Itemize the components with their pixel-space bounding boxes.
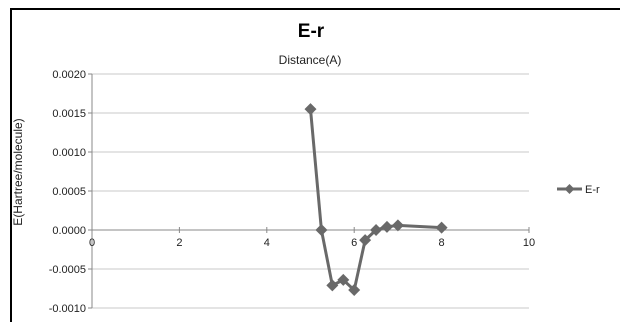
legend-label: E-r (585, 184, 600, 196)
y-tick-label: 0.0000 (52, 225, 86, 237)
data-point (359, 234, 372, 247)
data-point (304, 103, 317, 116)
x-axis-title: Distance(A) (279, 53, 342, 67)
data-point (337, 273, 350, 286)
data-point (435, 221, 448, 234)
axes: 0.0020 0.0015 0.0010 0.0005 0.0000 -0.0005 -0.… (49, 69, 535, 315)
series-line (309, 108, 442, 292)
x-tick-label: 0 (89, 237, 95, 249)
x-tick-label: 6 (351, 237, 357, 249)
data-point (326, 279, 339, 292)
data-point (380, 220, 393, 233)
chart-title: E-r (298, 21, 325, 42)
data-point (391, 219, 404, 232)
y-tick-label: 0.0005 (52, 186, 86, 198)
y-axis-title: E(Hartree/molecule) (11, 118, 25, 225)
series-layer (304, 103, 448, 297)
y-tick-label: 0.0020 (52, 69, 86, 81)
y-tick-label: 0.0010 (52, 147, 86, 159)
x-tick-label: 8 (439, 237, 445, 249)
y-tick-label: -0.0010 (49, 303, 86, 315)
y-tick-label: 0.0015 (52, 108, 86, 120)
data-point (315, 224, 328, 236)
legend-marker (564, 184, 575, 194)
labels: E-r Distance(A) E(Hartree/molecule) (11, 21, 341, 226)
data-point (348, 284, 361, 297)
chart-border (10, 8, 620, 322)
x-tick-label: 10 (523, 237, 535, 249)
x-tick-label: 2 (176, 237, 182, 249)
legend: E-r (557, 184, 600, 196)
y-tick-label: -0.0005 (49, 264, 86, 276)
data-point (370, 224, 383, 236)
x-tick-label: 4 (264, 237, 270, 249)
